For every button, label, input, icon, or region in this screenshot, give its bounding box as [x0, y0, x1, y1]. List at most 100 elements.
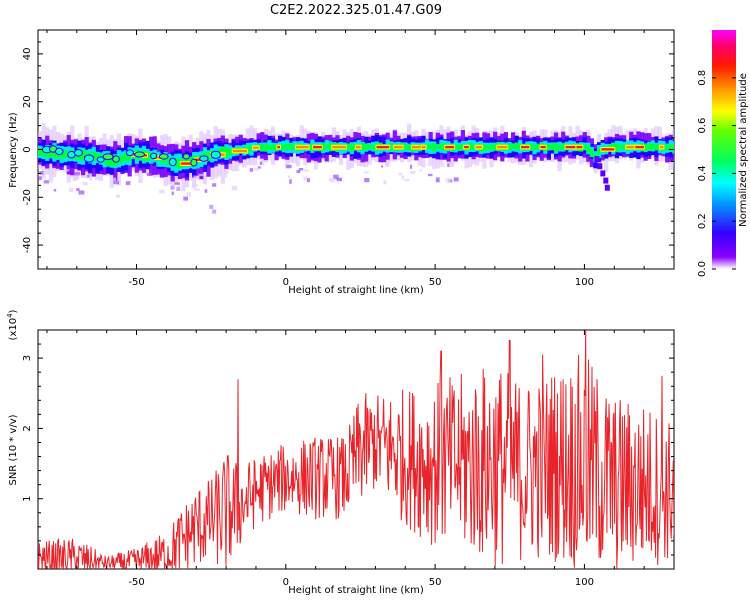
- heatmap-noise: [194, 188, 201, 191]
- colorbar-tick-label: 0.0: [697, 261, 708, 277]
- heatmap-peak-cell: [277, 145, 281, 149]
- heatmap-cell: [360, 143, 365, 151]
- heatmap-cell: [460, 143, 465, 150]
- heatmap-cell: [424, 144, 430, 150]
- heatmap-cell: [614, 143, 620, 152]
- colorbar-tick-label: 0.6: [697, 118, 708, 134]
- heatmap-noise: [404, 178, 410, 182]
- heatmap-cell: [589, 149, 594, 157]
- heatmap-cell: [270, 143, 276, 150]
- heatmap-noise: [385, 163, 390, 168]
- heatmap-cell: [528, 143, 534, 151]
- heatmap-cell: [123, 153, 129, 162]
- y-tick-label: 40: [22, 48, 33, 61]
- heatmap-cell: [546, 143, 551, 150]
- heatmap-cell: [106, 154, 111, 166]
- heatmap-cell: [643, 143, 648, 152]
- heatmap-cell: [80, 149, 86, 161]
- heatmap-hot-cell: [673, 144, 674, 150]
- snr-series-line: [38, 330, 674, 569]
- heatmap-peak-cell: [565, 145, 578, 149]
- heatmap-cell: [457, 144, 462, 152]
- chart-title: C2E2.2022.325.01.47.G09: [270, 3, 442, 18]
- heatmap-noise: [453, 177, 459, 182]
- heatmap-blob: [83, 154, 95, 163]
- heatmap-noise: [115, 194, 121, 198]
- heatmap-noise: [89, 176, 93, 181]
- heatmap-cell: [285, 144, 290, 151]
- heatmap-noise: [285, 164, 292, 169]
- heatmap-noise: [296, 169, 301, 174]
- heatmap-feature: [600, 170, 606, 177]
- heatmap-feature: [594, 156, 600, 163]
- heatmap-cell: [561, 143, 566, 151]
- y-tick-label: 3: [22, 355, 33, 361]
- heatmap-peak-cell: [332, 145, 346, 149]
- heatmap-noise: [82, 181, 88, 186]
- heatmap-noise: [43, 180, 49, 184]
- heatmap-noise: [409, 164, 413, 169]
- heatmap-peak-cell: [464, 145, 469, 149]
- heatmap-cell: [432, 143, 437, 152]
- heatmap-cell: [407, 144, 412, 151]
- heatmap-cell: [532, 144, 537, 150]
- heatmap-cell: [324, 144, 329, 150]
- spectrogram-xlabel: Height of straight line (km): [288, 285, 424, 296]
- heatmap-noise: [427, 161, 433, 167]
- heatmap-peak-cell: [675, 146, 684, 148]
- heatmap-peak-cell: [576, 145, 583, 149]
- heatmap-cell: [63, 149, 68, 158]
- x-tick-label: -50: [128, 577, 144, 588]
- heatmap-noise: [436, 177, 440, 183]
- spectrogram-panel: -50 0 50 100 -40 -20 0 20 40 Frequency (Hz) Heig…: [8, 29, 684, 296]
- heatmap-cell: [91, 152, 96, 162]
- heatmap-noise: [186, 192, 192, 197]
- heatmap-peak-cell: [180, 162, 195, 165]
- heatmap-blob: [210, 150, 222, 159]
- heatmap-blob: [67, 150, 76, 159]
- y-tick-label: 0: [22, 146, 33, 152]
- heatmap-cell: [220, 146, 225, 158]
- heatmap-cell: [435, 144, 440, 150]
- y-tick-label: -20: [22, 189, 33, 205]
- heatmap-noise: [38, 176, 42, 181]
- spectrogram-ylabel: Frequency (Hz): [8, 112, 19, 188]
- heatmap-cell: [281, 144, 286, 150]
- heatmap-noise: [254, 167, 259, 171]
- heatmap-cell: [668, 144, 673, 151]
- heatmap-noise: [298, 168, 304, 171]
- heatmap-cell: [439, 143, 444, 150]
- heatmap-cell: [557, 144, 562, 150]
- heatmap-noise: [289, 179, 292, 184]
- heatmap-cell: [288, 143, 293, 150]
- heatmap-noise: [304, 169, 309, 172]
- heatmap-faint-dot: [209, 204, 214, 209]
- heatmap-cell: [267, 144, 272, 151]
- heatmap-noise: [303, 176, 308, 181]
- heatmap-cell: [52, 147, 57, 159]
- heatmap-cell: [428, 143, 433, 150]
- heatmap-cell: [453, 145, 458, 150]
- heatmap-cell: [109, 155, 114, 167]
- heatmap-noise: [125, 181, 131, 186]
- heatmap-cell: [389, 142, 394, 151]
- x-tick-label: 50: [429, 577, 442, 588]
- heatmap-cell: [364, 143, 369, 151]
- colorbar-label: Normalized spectral amplitude: [738, 73, 749, 227]
- heatmap-noise: [146, 172, 152, 177]
- heatmap-noise: [447, 163, 450, 168]
- heatmap-cell: [292, 144, 297, 150]
- heatmap-blob: [158, 153, 169, 160]
- heatmap-cell: [263, 143, 268, 152]
- heatmap-noise: [212, 183, 217, 187]
- snr-ylabel: SNR (10 * v/v): [8, 414, 19, 485]
- heatmap-noise: [445, 178, 451, 183]
- spectrogram-ticks: -50 0 50 100 -40 -20 0 20 40: [22, 30, 675, 288]
- heatmap-cell: [367, 144, 372, 150]
- heatmap-noise: [257, 166, 261, 169]
- heatmap-feature: [597, 163, 603, 170]
- x-tick-label: 100: [575, 277, 594, 288]
- heatmap-noise: [259, 161, 262, 165]
- y-tick-label: -40: [22, 237, 33, 253]
- heatmap-cell: [328, 142, 333, 151]
